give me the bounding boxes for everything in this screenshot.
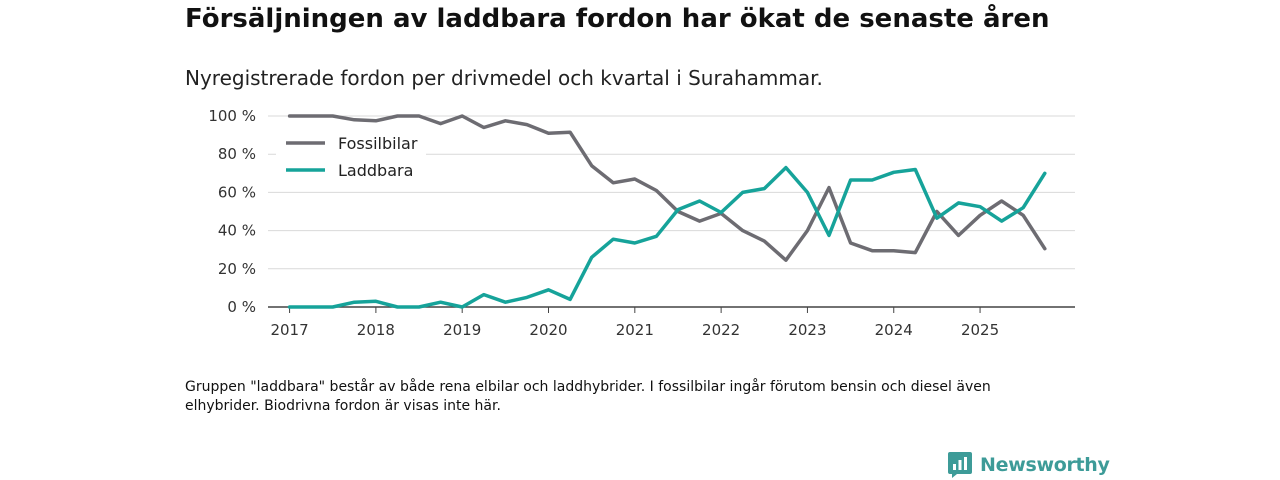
chart-title: Försäljningen av laddbara fordon har öka… [185, 4, 1050, 34]
y-tick-label: 20 % [218, 260, 256, 278]
chart-legend: Fossilbilar Laddbara [276, 131, 426, 182]
x-tick-label: 2022 [702, 321, 740, 339]
y-tick-label: 100 % [208, 107, 256, 125]
x-tick-label: 2023 [788, 321, 826, 339]
y-axis-ticks: 0 % 20 % 40 % 60 % 80 % 100 % [208, 107, 256, 316]
brand-name: Newsworthy [980, 454, 1110, 476]
line-chart: 0 % 20 % 40 % 60 % 80 % 100 % 2017 2018 2019 202… [208, 107, 1075, 339]
x-tick-label: 2018 [357, 321, 395, 339]
newsworthy-logo-icon [948, 452, 972, 478]
legend-label-fossilbilar: Fossilbilar [338, 134, 418, 153]
y-tick-label: 0 % [227, 298, 256, 316]
chart-subtitle: Nyregistrerade fordon per drivmedel och … [185, 66, 823, 90]
legend-label-laddbara: Laddbara [338, 161, 413, 180]
x-tick-label: 2017 [270, 321, 308, 339]
x-tick-label: 2021 [616, 321, 654, 339]
x-tick-label: 2024 [875, 321, 913, 339]
x-axis: 2017 2018 2019 2020 2021 2022 2023 2024 2025 [268, 306, 1075, 339]
x-tick-label: 2020 [529, 321, 567, 339]
footnote: Gruppen "laddbara" består av både rena e… [185, 379, 991, 414]
y-tick-label: 40 % [218, 222, 256, 240]
x-tick-label: 2025 [961, 321, 999, 339]
y-tick-label: 60 % [218, 183, 256, 201]
series-line-laddbara [287, 165, 1047, 309]
y-tick-label: 80 % [218, 145, 256, 163]
chart-series [287, 114, 1047, 309]
brand-logo[interactable]: Newsworthy [948, 450, 1110, 480]
series-line-fossilbilar [287, 114, 1047, 262]
x-tick-label: 2019 [443, 321, 481, 339]
